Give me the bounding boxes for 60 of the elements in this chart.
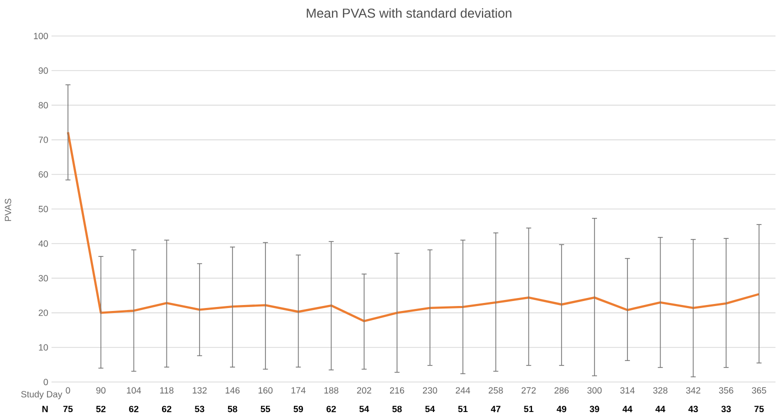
x-tick-label: 160	[258, 387, 273, 394]
y-tick-label: 40	[38, 240, 48, 247]
y-tick-label: 100	[34, 32, 48, 40]
x-tick-label: 132	[192, 387, 207, 394]
text: 44	[655, 406, 666, 412]
x-tick-label: 342	[686, 387, 700, 394]
text: N	[42, 406, 48, 412]
text: 44	[622, 406, 632, 412]
text: 51	[524, 406, 534, 412]
y-tick-label: 60	[38, 171, 48, 178]
y-tick-label: 90	[38, 67, 48, 74]
x-tick-label: 328	[653, 387, 668, 394]
x-axis-title: Study Day	[21, 390, 62, 400]
text: 39	[590, 406, 600, 412]
line-series	[66, 131, 760, 322]
x-tick-label: 272	[522, 387, 536, 394]
text: 55	[260, 406, 270, 412]
x-tick-label: 104	[126, 387, 142, 394]
x-tick-label: 244	[456, 387, 470, 394]
text: 51	[458, 406, 468, 412]
x-tick-label: 188	[324, 387, 338, 394]
x-tick-label: 300	[587, 387, 602, 394]
y-tick-label: 10	[38, 344, 48, 351]
text: 52	[96, 406, 106, 412]
text: 53	[194, 406, 204, 412]
x-tick-label: 118	[160, 387, 174, 394]
text: 62	[162, 406, 172, 412]
x-tick-label: 216	[390, 387, 404, 394]
x-tick-label: 0	[66, 387, 70, 394]
text: 49	[556, 406, 566, 412]
x-tick-label: 174	[292, 387, 306, 394]
text: 43	[688, 406, 698, 412]
text: 59	[294, 406, 303, 412]
text: 75	[63, 406, 73, 412]
text: 58	[392, 406, 402, 412]
x-tick-label: 230	[422, 387, 438, 394]
y-tick-label: 0	[44, 378, 48, 386]
text: 47	[490, 406, 500, 412]
chart-title: Mean PVAS with standard deviation	[306, 8, 512, 18]
y-tick-label: 70	[38, 136, 48, 143]
text: 62	[129, 406, 138, 412]
x-tick-label: 146	[226, 387, 240, 394]
x-tick-label: 202	[357, 387, 372, 394]
x-tick-label: 356	[718, 387, 734, 394]
x-tick-label: 90	[96, 387, 106, 394]
y-tick-label: 50	[38, 206, 48, 212]
x-tick-label: 314	[620, 387, 635, 394]
text: 54	[359, 406, 370, 412]
y-tick-label: 30	[38, 275, 48, 282]
text: 33	[721, 406, 731, 412]
text: 58	[228, 406, 238, 412]
text: 62	[326, 406, 336, 412]
x-tick-label: 286	[554, 387, 569, 394]
text: 54	[425, 406, 435, 412]
y-tick-label: 20	[38, 310, 48, 316]
y-tick-label: 80	[38, 102, 48, 108]
y-axis-title: PVAS	[4, 198, 12, 221]
text: 75	[754, 406, 764, 412]
x-tick-label: 365	[752, 387, 766, 394]
x-tick-label: 258	[488, 387, 503, 394]
